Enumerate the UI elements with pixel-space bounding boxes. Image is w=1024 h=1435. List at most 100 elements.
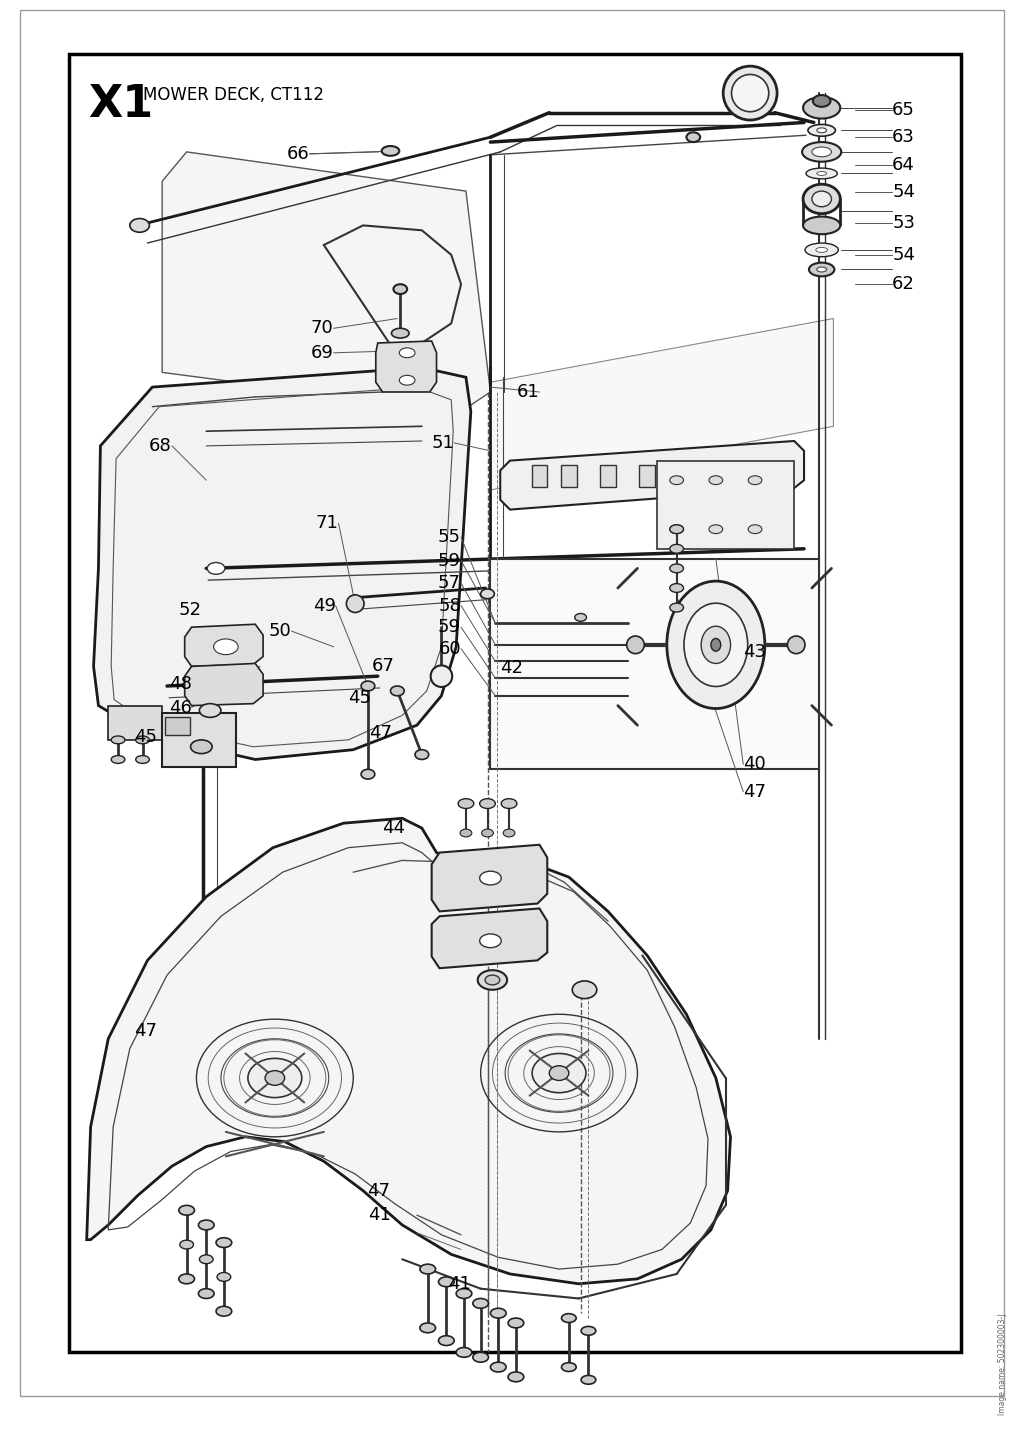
Bar	[561, 465, 577, 486]
Polygon shape	[162, 152, 490, 412]
Polygon shape	[184, 624, 263, 666]
Ellipse shape	[808, 125, 836, 136]
Ellipse shape	[391, 329, 410, 339]
Text: 53: 53	[892, 214, 915, 232]
Ellipse shape	[817, 172, 826, 175]
Ellipse shape	[214, 639, 239, 654]
Text: 69: 69	[310, 344, 334, 362]
Ellipse shape	[180, 1240, 194, 1248]
Text: 64: 64	[892, 155, 915, 174]
Ellipse shape	[136, 736, 150, 743]
Text: 50: 50	[268, 623, 292, 640]
Ellipse shape	[265, 1071, 285, 1085]
Ellipse shape	[670, 564, 683, 573]
Polygon shape	[184, 663, 263, 706]
Ellipse shape	[479, 871, 501, 885]
Text: 68: 68	[150, 436, 172, 455]
Ellipse shape	[670, 544, 683, 554]
Ellipse shape	[532, 1053, 586, 1092]
Ellipse shape	[812, 191, 831, 207]
Ellipse shape	[346, 596, 364, 613]
Ellipse shape	[216, 1306, 231, 1316]
Ellipse shape	[456, 1347, 472, 1358]
Text: 48: 48	[169, 674, 191, 693]
Bar	[69, 55, 961, 1352]
Text: 41: 41	[368, 1207, 390, 1224]
Ellipse shape	[481, 829, 494, 837]
Ellipse shape	[473, 1352, 488, 1362]
Text: 66: 66	[287, 145, 309, 162]
Ellipse shape	[485, 976, 500, 984]
Text: 62: 62	[892, 276, 915, 293]
Ellipse shape	[199, 1289, 214, 1299]
Text: 57: 57	[438, 574, 461, 593]
Ellipse shape	[670, 525, 683, 534]
Ellipse shape	[456, 1289, 472, 1299]
Ellipse shape	[438, 1336, 455, 1346]
Ellipse shape	[813, 95, 830, 106]
Ellipse shape	[731, 75, 769, 112]
Ellipse shape	[711, 639, 721, 651]
Text: 52: 52	[178, 601, 202, 618]
Ellipse shape	[670, 525, 683, 534]
Ellipse shape	[803, 98, 841, 119]
Polygon shape	[87, 818, 730, 1284]
Text: 47: 47	[370, 725, 392, 742]
Text: 51: 51	[431, 433, 455, 452]
Polygon shape	[432, 845, 547, 911]
Ellipse shape	[431, 666, 453, 687]
Ellipse shape	[420, 1323, 435, 1333]
Ellipse shape	[112, 756, 125, 763]
Ellipse shape	[572, 982, 597, 999]
Text: 67: 67	[372, 657, 394, 676]
Text: 47: 47	[368, 1181, 390, 1200]
Ellipse shape	[667, 581, 765, 709]
Text: 65: 65	[892, 100, 915, 119]
Ellipse shape	[817, 128, 826, 133]
Ellipse shape	[399, 347, 415, 357]
Ellipse shape	[670, 476, 683, 485]
Text: 58: 58	[438, 597, 461, 614]
Ellipse shape	[723, 66, 777, 121]
Ellipse shape	[112, 736, 125, 743]
Ellipse shape	[479, 934, 501, 947]
Ellipse shape	[549, 1066, 569, 1081]
Text: 61: 61	[517, 383, 540, 400]
Ellipse shape	[216, 1238, 231, 1247]
Text: 59: 59	[438, 551, 461, 570]
Ellipse shape	[812, 146, 831, 156]
Ellipse shape	[803, 184, 841, 214]
Ellipse shape	[438, 1277, 455, 1287]
Ellipse shape	[200, 703, 221, 718]
Ellipse shape	[501, 799, 517, 808]
Ellipse shape	[458, 799, 474, 808]
Polygon shape	[490, 319, 834, 489]
Bar	[639, 465, 655, 486]
Bar	[490, 558, 819, 769]
Ellipse shape	[749, 476, 762, 485]
Ellipse shape	[200, 1254, 213, 1264]
Text: 54: 54	[892, 245, 915, 264]
Ellipse shape	[805, 243, 839, 257]
Ellipse shape	[460, 829, 472, 837]
Ellipse shape	[709, 476, 723, 485]
Text: X1: X1	[89, 83, 154, 126]
Polygon shape	[109, 706, 162, 740]
Ellipse shape	[490, 1362, 506, 1372]
Ellipse shape	[684, 603, 748, 686]
Text: MOWER DECK, CT112: MOWER DECK, CT112	[142, 86, 324, 105]
Ellipse shape	[190, 740, 212, 753]
Ellipse shape	[581, 1326, 596, 1335]
Ellipse shape	[802, 142, 842, 162]
Ellipse shape	[787, 636, 805, 654]
Ellipse shape	[420, 1264, 435, 1274]
Ellipse shape	[701, 626, 730, 663]
Text: 44: 44	[382, 819, 406, 837]
Ellipse shape	[806, 168, 838, 179]
Text: 54: 54	[892, 184, 915, 201]
Text: 63: 63	[892, 128, 915, 146]
Ellipse shape	[361, 769, 375, 779]
Text: 45: 45	[348, 689, 372, 707]
Ellipse shape	[130, 218, 150, 232]
Text: Image name: 502300003-J: Image name: 502300003-J	[998, 1313, 1007, 1415]
